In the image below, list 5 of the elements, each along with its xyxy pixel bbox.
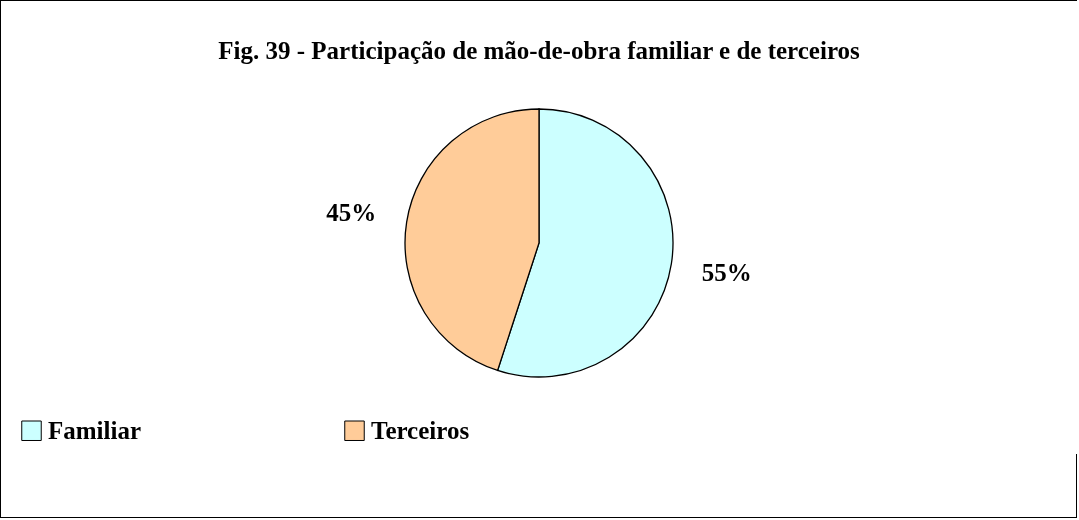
data-label: 55% [701,258,752,286]
data-label: 45% [326,199,377,227]
chart-title: Fig. 39 - Participação de mão-de-obra familiar e de terceiros [218,37,861,65]
legend-label: Terceiros [371,416,470,444]
legend-label: Familiar [48,416,142,444]
